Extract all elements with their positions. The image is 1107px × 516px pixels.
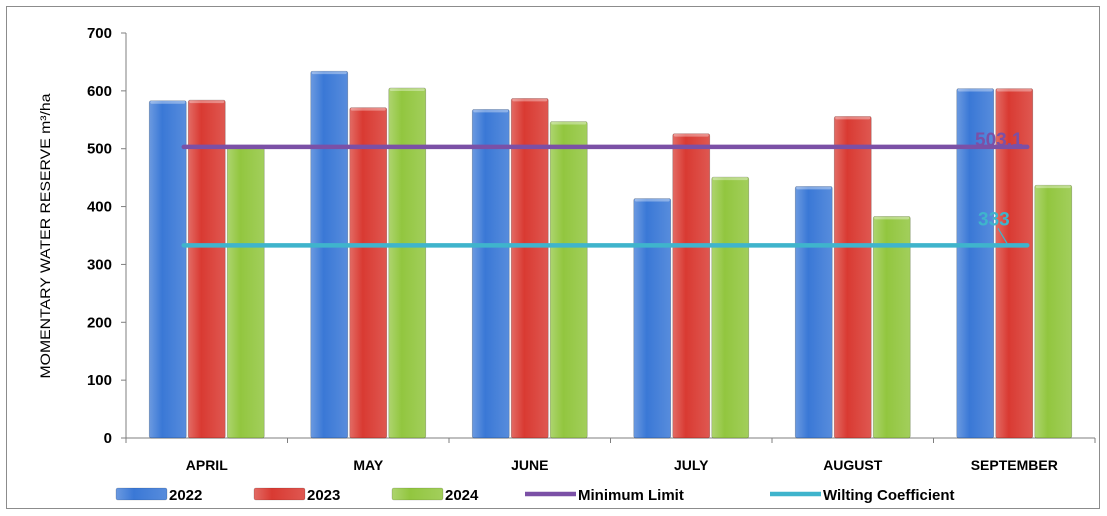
bar-cap [350, 107, 386, 111]
y-tick-label: 400 [87, 199, 112, 216]
bar-cap [996, 88, 1032, 92]
reference-label-wilting-coefficient: 333 [978, 209, 1010, 230]
bar-2023-july [672, 133, 711, 439]
bar-cap [712, 177, 748, 181]
legend-label-2023: 2023 [307, 487, 340, 504]
bar-2023-september [995, 88, 1034, 439]
bar-2022-july [633, 198, 672, 439]
bar-cap [634, 198, 670, 202]
bar-cap [835, 116, 871, 120]
bar-2024-september [1034, 184, 1073, 439]
x-tick-label: AUGUST [823, 457, 883, 473]
bar-2024-april [226, 144, 265, 439]
y-tick-label: 700 [87, 25, 112, 42]
legend-swatch-2023 [253, 487, 306, 501]
x-tick-label: JULY [674, 457, 709, 473]
bar-cap [512, 98, 548, 102]
bar-cap [551, 121, 587, 125]
x-tick-label: MAY [353, 457, 383, 473]
reference-label-minimum-limit: 503,1 [975, 130, 1023, 151]
x-tick-label: SEPTEMBER [971, 457, 1058, 473]
bar-2024-june [549, 121, 588, 439]
bar-2023-june [510, 98, 549, 439]
bar-2023-may [349, 107, 388, 439]
bar-2023-august [833, 115, 872, 439]
bar-cap [473, 109, 509, 113]
plot-area: 0 100 200 300 400 500 600 700 APRIL MAY JUNE JULY AU… [87, 25, 1096, 504]
legend-label-minimum-limit: Minimum Limit [578, 487, 684, 504]
x-tick-label: APRIL [186, 457, 228, 473]
bar-2022-september [956, 88, 995, 439]
bar-2022-august [794, 185, 833, 439]
bar-cap [1035, 185, 1071, 189]
bar-2024-may [388, 87, 427, 439]
bar-cap [673, 133, 709, 137]
bar-cap [389, 87, 425, 91]
bar-2022-june [471, 109, 510, 439]
legend-label-2024: 2024 [445, 487, 479, 504]
y-tick-label: 300 [87, 256, 112, 273]
bar-cap [957, 88, 993, 92]
y-tick-label: 200 [87, 314, 112, 331]
bar-2023-april [187, 99, 226, 439]
legend-label-wilting-coefficient: Wilting Coefficient [823, 487, 955, 504]
y-tick-label: 500 [87, 141, 112, 158]
bar-2022-may [310, 70, 349, 439]
bar-cap [189, 100, 225, 104]
y-tick-label: 100 [87, 372, 112, 389]
bar-cap [311, 71, 347, 75]
x-tick-label: JUNE [511, 457, 548, 473]
bar-cap [796, 186, 832, 190]
bar-cap [150, 100, 186, 104]
legend-swatch-2024 [391, 487, 444, 501]
y-axis-label: MOMENTARY WATER RESERVE m³/ha [37, 93, 53, 378]
bar-2024-august [872, 216, 911, 439]
legend-label-2022: 2022 [169, 487, 202, 504]
bar-cap [874, 216, 910, 220]
y-tick-label: 600 [87, 83, 112, 100]
bar-2024-july [711, 176, 750, 439]
y-tick-label: 0 [104, 430, 112, 447]
bar-2022-april [148, 100, 187, 439]
legend-swatch-2022 [115, 487, 168, 501]
reference-label-leader [997, 228, 1008, 244]
